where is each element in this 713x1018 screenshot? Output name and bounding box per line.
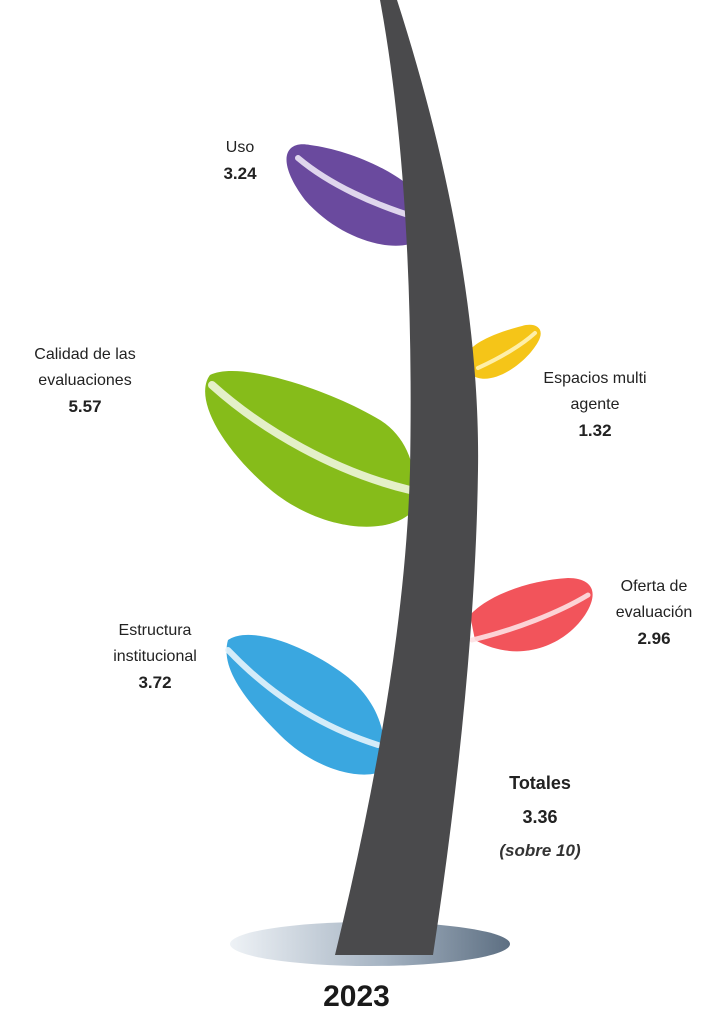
total-name: Totales bbox=[509, 773, 571, 793]
total-label: Totales 3.36 (sobre 10) bbox=[470, 766, 610, 868]
label-oferta-name: Oferta de evaluación bbox=[615, 578, 693, 621]
label-calidad: Calidad de las evaluaciones 5.57 bbox=[5, 342, 165, 420]
total-note: (sobre 10) bbox=[499, 841, 581, 860]
label-oferta-value: 2.96 bbox=[637, 629, 671, 648]
label-espacios: Espacios multi agente 1.32 bbox=[510, 366, 680, 444]
year-label: 2023 bbox=[323, 980, 390, 1013]
leaf-estructura bbox=[225, 634, 385, 775]
label-calidad-name: Calidad de las evaluaciones bbox=[34, 346, 136, 389]
label-uso: Uso 3.24 bbox=[185, 135, 295, 187]
leaf-uso-vein bbox=[295, 155, 421, 221]
label-estructura-value: 3.72 bbox=[138, 673, 172, 692]
label-calidad-value: 5.57 bbox=[68, 397, 102, 416]
label-oferta: Oferta de evaluación 2.96 bbox=[596, 574, 712, 652]
leaf-calidad-vein bbox=[208, 381, 414, 494]
leaf-estructura-vein bbox=[225, 647, 381, 748]
leaf-uso bbox=[286, 144, 425, 246]
leaf-espacios bbox=[470, 324, 541, 379]
leaf-oferta bbox=[469, 578, 593, 652]
label-estructura: Estructura institucional 3.72 bbox=[80, 618, 230, 696]
leaf-calidad bbox=[205, 371, 415, 527]
label-espacios-name: Espacios multi agente bbox=[543, 370, 647, 413]
label-estructura-name: Estructura institucional bbox=[113, 622, 197, 665]
total-value: 3.36 bbox=[522, 807, 558, 827]
label-espacios-value: 1.32 bbox=[578, 421, 612, 440]
label-uso-name: Uso bbox=[225, 139, 255, 156]
leaf-espacios-vein bbox=[476, 331, 537, 370]
leaf-oferta-vein bbox=[469, 592, 591, 643]
plant-stem bbox=[335, 0, 479, 955]
label-uso-value: 3.24 bbox=[223, 164, 257, 183]
